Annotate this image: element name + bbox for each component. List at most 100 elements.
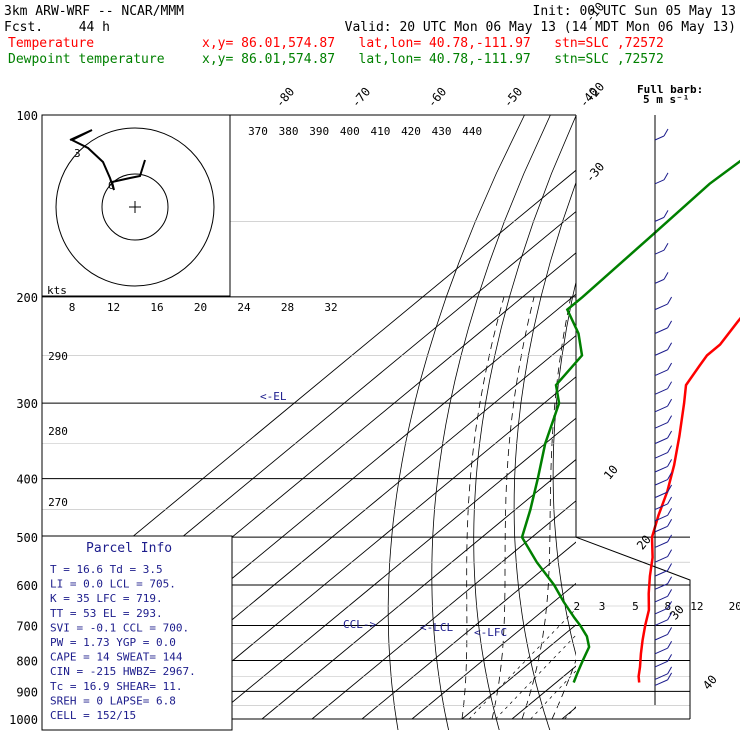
wind-barb-flag-110	[663, 128, 669, 137]
wind-barb-170	[654, 249, 665, 255]
wind-barb-190	[654, 278, 665, 284]
temperature-profile-line	[637, 316, 740, 683]
isotherm-label--70: -70	[349, 85, 374, 111]
wind-barb-880	[654, 679, 668, 686]
mixing-ratio-label-8: 8	[664, 600, 671, 613]
hodograph-ring-label-20: 20	[194, 301, 207, 314]
hodograph-mark-3: 3	[74, 147, 81, 160]
wind-barb-490	[654, 525, 668, 533]
isotherm--80	[111, 334, 576, 720]
hodograph-ring-inner	[101, 173, 169, 241]
moist-adiabats	[461, 296, 740, 720]
wind-barb-370	[654, 452, 668, 459]
wind-barb-430	[654, 491, 668, 499]
wind-barb-270	[654, 369, 668, 377]
wind-barb-330	[654, 422, 668, 429]
wind-barb-flag-740	[667, 627, 673, 635]
hodograph-box	[41, 114, 231, 297]
hodograph: 3 6 kts	[41, 114, 231, 297]
hodograph-ring-label-12: 12	[107, 301, 120, 314]
isotherm--30	[361, 541, 576, 720]
wind-barb-flag-820	[667, 654, 673, 662]
wind-barb-780	[654, 647, 668, 655]
wind-barb-flag-450	[667, 496, 673, 505]
wind-barb-flag-700	[667, 612, 673, 621]
moist-adiabat-20	[612, 297, 740, 719]
dry-adiabat-270	[473, 115, 576, 730]
moist-adiabat-26	[642, 297, 740, 719]
wind-barb-610	[654, 583, 668, 590]
full-barb-speed: 5 m s⁻¹	[643, 93, 689, 106]
hodograph-ring-label-16: 16	[150, 301, 163, 314]
mixing-ratio-label-20: 20	[729, 600, 740, 613]
wind-barb-700	[654, 619, 668, 626]
parcel-info-row: PW = 1.73 YGP = 0.0	[50, 636, 176, 649]
hodograph-ring-label-32: 32	[324, 301, 337, 314]
temperature-legend: Temperature	[8, 36, 94, 51]
parcel-info-title: Parcel Info	[86, 541, 172, 556]
pressure-tick-600: 600	[16, 579, 38, 593]
wind-barb-110	[654, 135, 665, 141]
moist-adiabat-8	[551, 659, 576, 720]
theta-label-440: 440	[462, 125, 482, 138]
wind-barb-230	[654, 327, 668, 334]
wind-barb-flag-470	[667, 508, 673, 516]
pressure-tick-100: 100	[16, 109, 38, 123]
mixing-ratio-5	[530, 670, 576, 720]
hodograph-ring-label-24: 24	[237, 301, 251, 314]
isotherm--20	[411, 582, 576, 720]
ccl-marker: CCL->	[343, 618, 376, 631]
isotherm-label--50: -50	[501, 85, 526, 111]
wind-barb-130	[654, 179, 665, 185]
dry-adiabat-label-290: 290	[48, 350, 68, 363]
pressure-tick-200: 200	[16, 291, 38, 305]
dewpoint-profile-line	[520, 159, 740, 683]
wind-barb-flag-520	[667, 534, 673, 543]
el-marker: <-EL	[260, 390, 287, 403]
temperature-location: x,y= 86.01,574.87 lat,lon= 40.78,-111.97…	[202, 36, 664, 51]
wind-barb-flag-210	[667, 296, 673, 305]
wind-barb-860	[654, 673, 668, 680]
wind-barb-350	[654, 437, 668, 445]
wind-barb-flag-410	[667, 472, 673, 480]
dry-adiabat-260	[431, 115, 551, 730]
wind-barb-flag-390	[667, 459, 673, 467]
theta-label-400: 400	[340, 125, 360, 138]
wind-barb-410	[654, 479, 668, 486]
hodograph-mark-6: 6	[108, 179, 115, 192]
wind-barb-flag-640	[667, 589, 673, 597]
pressure-tick-800: 800	[16, 654, 38, 668]
pressure-tick-1000: 1000	[9, 713, 38, 727]
wind-barb-470	[654, 514, 668, 522]
wind-barb-520	[654, 541, 668, 548]
wind-barb-flag-610	[667, 576, 673, 584]
pressure-tick-400: 400	[16, 473, 38, 487]
dry-adiabat-250	[387, 115, 525, 730]
mixing-ratio-20	[636, 594, 740, 719]
isotherm-label--60: -60	[425, 85, 450, 111]
isotherm-20	[612, 115, 740, 719]
theta-label-420: 420	[401, 125, 421, 138]
model-title: 3km ARW-WRF -- NCAR/MMM	[4, 4, 184, 19]
wind-barb-flag-270	[667, 362, 673, 371]
dry-adiabat-330	[697, 115, 740, 732]
parcel-info-rows: T = 16.6 Td = 3.5 LI = 0.0 LCL = 705.K = …	[50, 563, 196, 722]
valid-time: Valid: 20 UTC Mon 06 May 13 (14 MDT Mon …	[345, 20, 736, 35]
parcel-info-row: Tc = 16.9 SHEAR= 11.	[50, 680, 182, 693]
wind-barb-flag-190	[663, 272, 669, 280]
isotherm-label-10: 10	[601, 462, 621, 482]
theta-label-410: 410	[370, 125, 390, 138]
hodograph-ring-label-8: 8	[69, 301, 76, 314]
dry-adiabat-label-280: 280	[48, 425, 68, 438]
mixing-ratio-label-5: 5	[632, 600, 639, 613]
parcel-info-box	[41, 535, 233, 731]
dry-adiabat-340	[730, 115, 740, 732]
mixing-ratio-2	[468, 608, 576, 720]
profile-points	[521, 183, 738, 683]
wind-barb-290	[654, 388, 668, 395]
isotherm-40	[712, 115, 740, 719]
moist-adiabat-32	[672, 297, 740, 719]
isotherm--60	[211, 417, 576, 720]
init-time: Init: 00 UTC Sun 05 May 13	[533, 4, 737, 19]
